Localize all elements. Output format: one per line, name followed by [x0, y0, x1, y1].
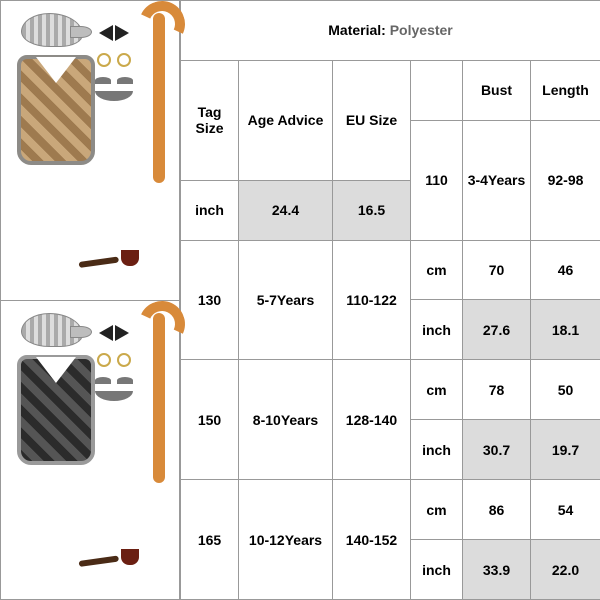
cell-bust-in: 27.6 — [463, 300, 531, 360]
unit-cm: cm — [411, 480, 463, 540]
vest-icon — [17, 55, 95, 165]
pipe-icon — [79, 250, 139, 268]
bow-tie-icon — [99, 25, 129, 41]
eyebrows-icon — [95, 377, 133, 385]
cell-len-in: 18.1 — [531, 300, 600, 360]
header-spacer — [411, 60, 463, 120]
cane-icon — [153, 13, 165, 183]
product-image-1 — [1, 1, 179, 301]
col-tag-size: Tag Size — [181, 60, 239, 180]
cell-bust-cm: 86 — [463, 480, 531, 540]
col-bust: Bust — [463, 60, 531, 120]
col-age-advice: Age Advice — [239, 60, 333, 180]
cell-len-in: 22.0 — [531, 540, 600, 600]
cell-eu: 110-122 — [333, 240, 411, 360]
eyebrows-icon — [95, 77, 133, 85]
cell-age: 10-12Years — [239, 480, 333, 600]
costume-illustration-brown — [7, 7, 173, 294]
cell-bust-cm: 70 — [463, 240, 531, 300]
mustache-icon — [95, 391, 133, 401]
cell-age: 5-7Years — [239, 240, 333, 360]
unit-cm: cm — [411, 240, 463, 300]
pipe-icon — [79, 549, 139, 567]
product-image-column — [0, 0, 180, 600]
cell-bust-in: 24.4 — [239, 180, 333, 240]
cell-age: 3-4Years — [463, 120, 531, 240]
cane-icon — [153, 313, 165, 483]
size-chart-table: Material: Polyester Tag Size Age Advice … — [180, 0, 600, 600]
glasses-icon — [97, 353, 131, 367]
cell-age: 8-10Years — [239, 360, 333, 480]
flat-cap-icon — [21, 313, 83, 347]
table-row: 130 5-7Years 110-122 cm 70 46 — [181, 240, 600, 300]
cell-eu: 128-140 — [333, 360, 411, 480]
cell-tag: 130 — [181, 240, 239, 360]
cell-eu: 92-98 — [531, 120, 600, 240]
table-row: 150 8-10Years 128-140 cm 78 50 — [181, 360, 600, 420]
unit-inch: inch — [181, 180, 239, 240]
cell-tag: 165 — [181, 480, 239, 600]
unit-inch: inch — [411, 300, 463, 360]
unit-inch: inch — [411, 420, 463, 480]
cell-len-in: 19.7 — [531, 420, 600, 480]
cell-tag: 110 — [411, 120, 463, 240]
costume-illustration-black — [7, 307, 173, 594]
material-value: Polyester — [390, 22, 453, 38]
vest-icon — [17, 355, 95, 465]
table-row: 165 10-12Years 140-152 cm 86 54 — [181, 480, 600, 540]
bow-tie-icon — [99, 325, 129, 341]
size-table-wrapper: Material: Polyester Tag Size Age Advice … — [180, 0, 600, 600]
cell-len-cm: 54 — [531, 480, 600, 540]
cell-eu: 140-152 — [333, 480, 411, 600]
cell-len-cm: 46 — [531, 240, 600, 300]
material-cell: Material: Polyester — [181, 1, 600, 61]
material-row: Material: Polyester — [181, 1, 600, 61]
cell-bust-in: 33.9 — [463, 540, 531, 600]
unit-inch: inch — [411, 540, 463, 600]
cell-len-cm: 50 — [531, 360, 600, 420]
cell-tag: 150 — [181, 360, 239, 480]
header-row: Tag Size Age Advice EU Size Bust Length — [181, 60, 600, 120]
unit-cm: cm — [411, 360, 463, 420]
flat-cap-icon — [21, 13, 83, 47]
cell-bust-cm: 78 — [463, 360, 531, 420]
cell-len-in: 16.5 — [333, 180, 411, 240]
mustache-icon — [95, 91, 133, 101]
material-label: Material: — [328, 22, 386, 38]
product-image-2 — [1, 301, 179, 600]
glasses-icon — [97, 53, 131, 67]
col-length: Length — [531, 60, 600, 120]
col-eu-size: EU Size — [333, 60, 411, 180]
cell-bust-in: 30.7 — [463, 420, 531, 480]
